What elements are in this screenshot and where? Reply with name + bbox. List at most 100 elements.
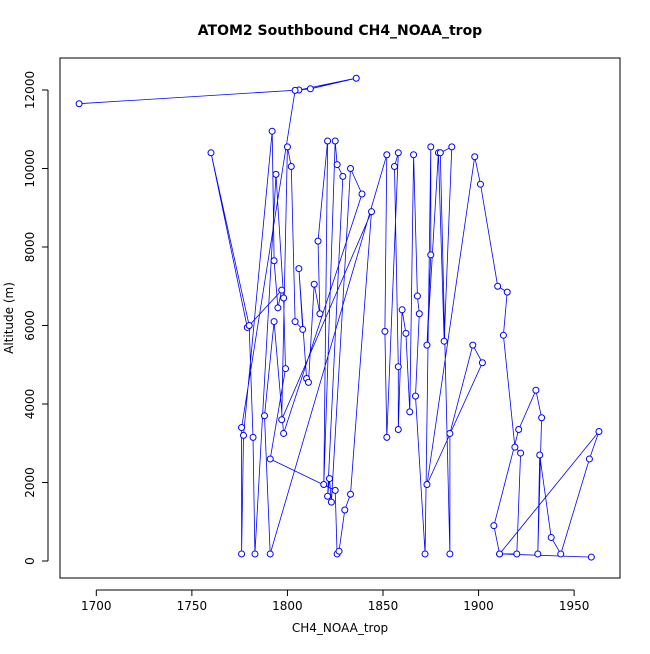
data-point — [469, 341, 477, 349]
data-point — [320, 480, 328, 488]
data-point — [368, 208, 376, 216]
data-point — [499, 331, 507, 339]
data-point — [280, 429, 288, 437]
data-point — [324, 492, 332, 500]
data-point — [287, 163, 295, 171]
y-tick-label: 6000 — [23, 310, 37, 341]
data-point — [333, 161, 341, 169]
data-point — [427, 143, 435, 151]
x-axis-label: CH4_NOAA_trop — [292, 621, 388, 635]
data-point — [282, 365, 290, 373]
data-point — [327, 498, 335, 506]
data-point — [238, 550, 246, 558]
data-point — [278, 416, 286, 424]
data-point — [436, 149, 444, 157]
data-point — [266, 455, 274, 463]
data-point — [421, 550, 429, 558]
data-point — [423, 341, 431, 349]
data-point — [490, 522, 498, 530]
data-point — [75, 100, 83, 108]
data-point — [515, 426, 523, 434]
data-point — [411, 392, 419, 400]
data-point — [261, 412, 269, 420]
x-tick-label: 1950 — [559, 599, 590, 613]
chart-title: ATOM2 Southbound CH4_NOAA_trop — [198, 23, 482, 39]
data-point — [291, 318, 299, 326]
data-point — [511, 443, 519, 451]
data-point — [557, 550, 565, 558]
x-tick-label: 1800 — [272, 599, 303, 613]
data-point — [415, 310, 423, 318]
data-point — [239, 431, 247, 439]
x-tick-label: 1900 — [463, 599, 494, 613]
data-point — [245, 321, 253, 329]
data-point — [406, 408, 414, 416]
data-point — [410, 151, 418, 159]
data-point — [496, 550, 504, 558]
data-point — [423, 480, 431, 488]
data-point — [295, 265, 303, 273]
y-tick-label: 12000 — [23, 71, 37, 109]
data-point — [272, 170, 280, 178]
data-point — [238, 424, 246, 432]
x-tick-label: 1700 — [81, 599, 112, 613]
data-point — [503, 288, 511, 296]
data-point — [358, 190, 366, 198]
data-point — [440, 337, 448, 345]
data-point — [331, 137, 339, 145]
data-point — [268, 127, 276, 135]
data-line — [79, 77, 600, 558]
data-point — [352, 74, 360, 82]
data-point — [471, 153, 479, 161]
data-point — [331, 486, 339, 494]
data-point — [402, 329, 410, 337]
data-point — [270, 318, 278, 326]
data-point — [427, 251, 435, 259]
y-tick-label: 4000 — [23, 389, 37, 420]
data-point — [251, 550, 259, 558]
data-point — [291, 86, 299, 94]
y-tick-label: 8000 — [23, 232, 37, 263]
data-point — [335, 547, 343, 555]
plot-frame — [59, 57, 621, 579]
x-tick-label: 1850 — [368, 599, 399, 613]
data-point — [306, 85, 314, 93]
data-point — [381, 327, 389, 335]
data-point — [413, 292, 421, 300]
y-tick-label: 10000 — [23, 149, 37, 187]
data-point — [534, 550, 542, 558]
data-point — [249, 433, 257, 441]
y-tick-label: 0 — [23, 557, 37, 565]
data-point — [316, 310, 324, 318]
x-tick-label: 1750 — [177, 599, 208, 613]
data-point — [314, 237, 322, 245]
data-point — [394, 426, 402, 434]
data-point — [347, 490, 355, 498]
data-point — [595, 427, 603, 435]
data-point — [587, 553, 595, 561]
data-point — [299, 325, 307, 333]
data-point — [310, 280, 318, 288]
data-point — [283, 143, 291, 151]
data-point — [383, 433, 391, 441]
data-point — [394, 363, 402, 371]
data-point — [513, 550, 521, 558]
data-point — [538, 414, 546, 422]
data-point — [304, 378, 312, 386]
data-point — [446, 550, 454, 558]
data-point — [278, 286, 286, 294]
data-point — [532, 386, 540, 394]
data-point — [383, 151, 391, 159]
y-axis-label: Altitude (m) — [2, 282, 16, 354]
data-point — [390, 163, 398, 171]
data-point — [448, 143, 456, 151]
data-point — [274, 304, 282, 312]
data-point — [207, 149, 215, 157]
data-point — [347, 164, 355, 172]
data-point — [270, 257, 278, 265]
data-point — [494, 282, 502, 290]
data-point — [476, 180, 484, 188]
data-point — [446, 429, 454, 437]
